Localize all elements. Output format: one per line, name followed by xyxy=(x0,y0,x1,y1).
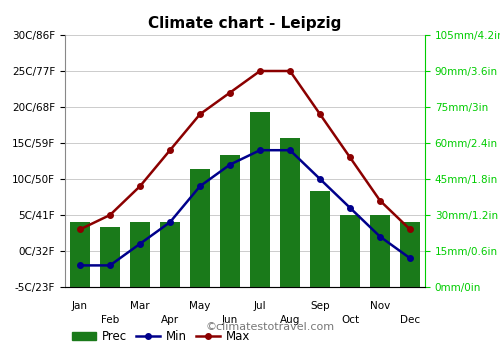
Legend: Prec, Min, Max: Prec, Min, Max xyxy=(68,326,254,348)
Text: Jul: Jul xyxy=(254,301,266,311)
Text: ©climatestotravel.com: ©climatestotravel.com xyxy=(206,322,334,332)
Bar xyxy=(160,222,180,287)
Text: Jan: Jan xyxy=(72,301,88,311)
Bar xyxy=(70,222,90,287)
Text: Aug: Aug xyxy=(280,315,300,325)
Bar xyxy=(400,222,420,287)
Bar xyxy=(370,215,390,287)
Bar xyxy=(250,112,270,287)
Bar xyxy=(280,138,300,287)
Bar xyxy=(340,215,360,287)
Title: Climate chart - Leipzig: Climate chart - Leipzig xyxy=(148,16,342,31)
Text: Oct: Oct xyxy=(341,315,359,325)
Bar xyxy=(310,191,330,287)
Bar xyxy=(100,227,120,287)
Text: May: May xyxy=(190,301,210,311)
Bar xyxy=(130,222,150,287)
Text: Dec: Dec xyxy=(400,315,420,325)
Bar xyxy=(220,155,240,287)
Text: Sep: Sep xyxy=(310,301,330,311)
Text: Mar: Mar xyxy=(130,301,150,311)
Text: Feb: Feb xyxy=(101,315,119,325)
Text: Nov: Nov xyxy=(370,301,390,311)
Text: Apr: Apr xyxy=(161,315,179,325)
Bar xyxy=(190,169,210,287)
Text: Jun: Jun xyxy=(222,315,238,325)
